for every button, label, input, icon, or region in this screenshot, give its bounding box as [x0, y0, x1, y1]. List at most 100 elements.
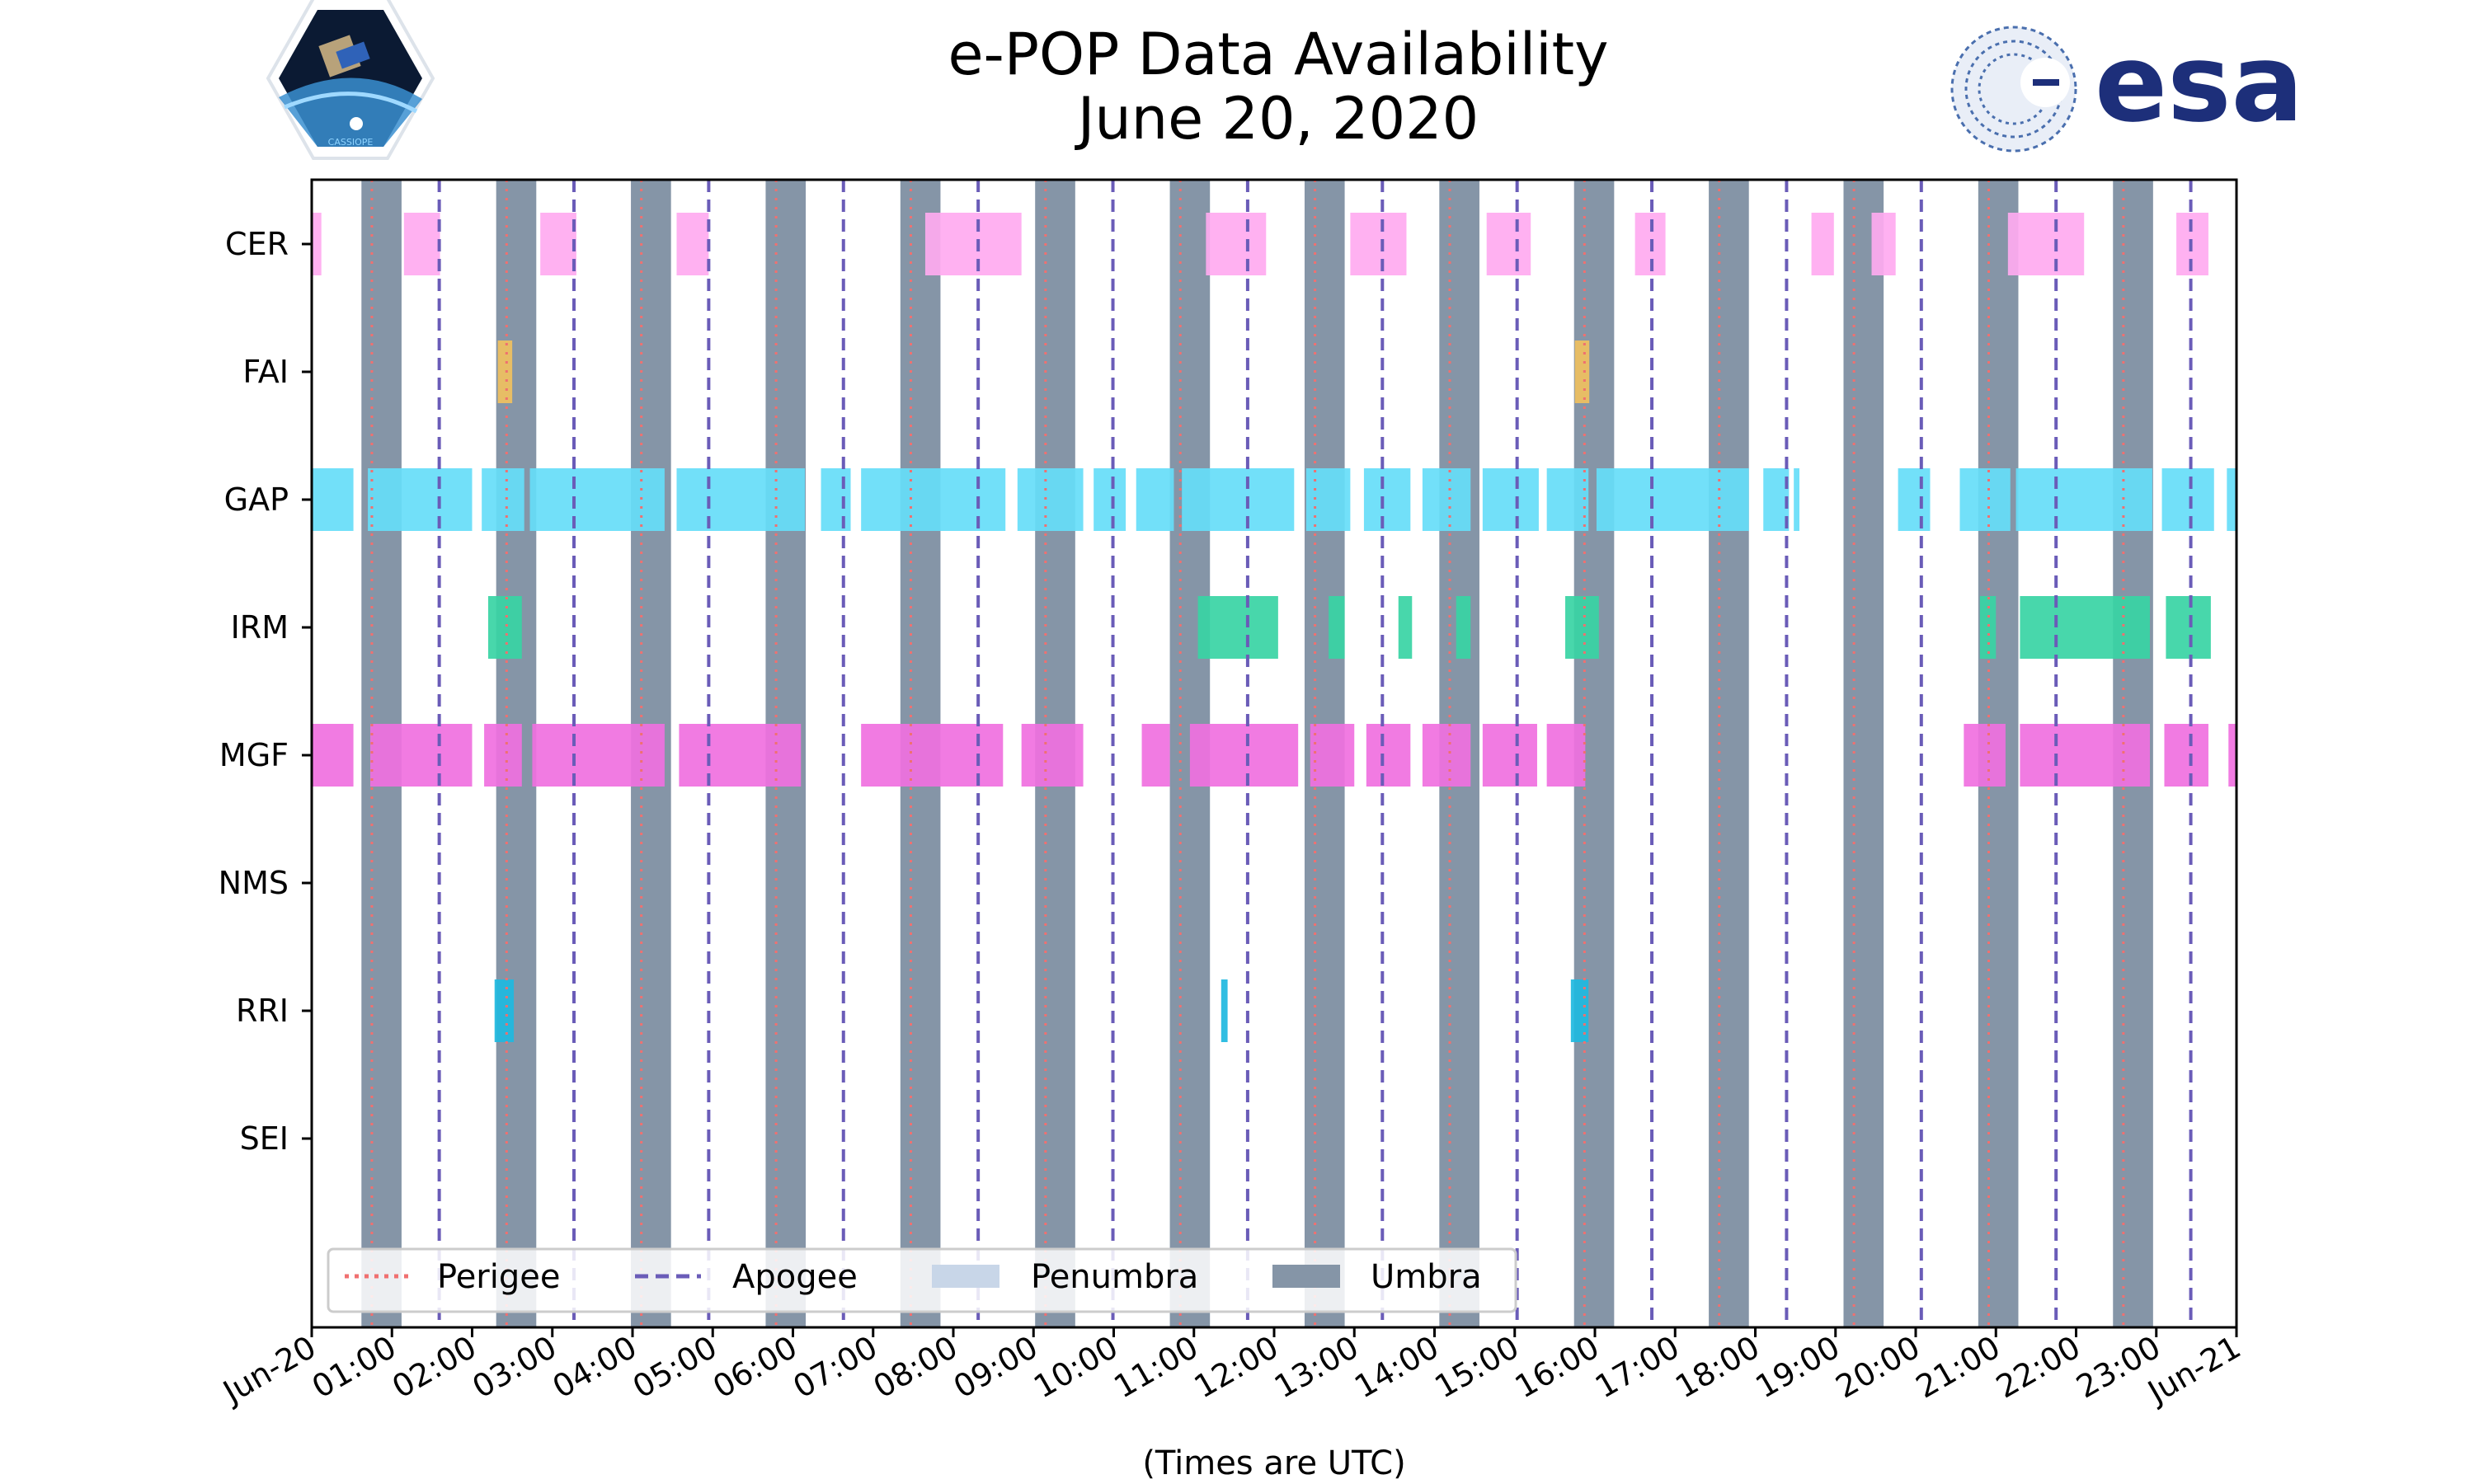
- bar-fai-0: [497, 340, 513, 403]
- bar-cer-7: [1486, 213, 1531, 275]
- bar-mgf-10: [1366, 724, 1411, 787]
- x-tick-label-3: 03:00: [466, 1329, 562, 1406]
- bar-cer-1: [403, 213, 440, 275]
- chart-title: e-POP Data Availability: [948, 21, 1608, 88]
- x-tick-label-24: Jun-21: [2141, 1329, 2247, 1411]
- bar-mgf-16: [2164, 724, 2208, 787]
- legend-penumbra-label: Penumbra: [1031, 1258, 1198, 1296]
- x-tick-label-15: 15:00: [1428, 1329, 1525, 1406]
- bar-mgf-12: [1482, 724, 1537, 787]
- x-tick-label-4: 04:00: [547, 1329, 643, 1406]
- y-axis: CER FAI GAP IRM MGF NMS RRI SEI: [219, 226, 312, 1157]
- legend-umbra-label: Umbra: [1371, 1258, 1482, 1296]
- bar-cer-5: [1206, 213, 1267, 275]
- bar-gap-20: [1959, 468, 2011, 531]
- chart-subtitle: June 20, 2020: [1075, 85, 1479, 153]
- bar-gap-5: [821, 468, 851, 531]
- x-tick-label-0: Jun-20: [216, 1329, 322, 1411]
- bar-rri-2: [1570, 979, 1589, 1042]
- bar-cer-3: [676, 213, 709, 275]
- y-tick-label-irm: IRM: [231, 609, 289, 646]
- bar-irm-7: [2020, 596, 2150, 659]
- bar-gap-7: [1017, 468, 1084, 531]
- bar-gap-14: [1482, 468, 1539, 531]
- legend-apogee-label: Apogee: [732, 1258, 858, 1296]
- x-tick-label-19: 19:00: [1749, 1329, 1846, 1406]
- bar-irm-1: [1197, 596, 1278, 659]
- bar-gap-18: [1794, 468, 1799, 531]
- x-tick-label-9: 09:00: [948, 1329, 1044, 1406]
- legend-penumbra-swatch: [932, 1265, 999, 1288]
- x-axis: Jun-2001:0002:0003:0004:0005:0006:0007:0…: [216, 1327, 2247, 1411]
- x-tick-label-7: 07:00: [787, 1329, 883, 1406]
- bar-irm-0: [487, 596, 522, 659]
- bar-gap-3: [529, 468, 665, 531]
- bar-gap-1: [368, 468, 473, 531]
- bar-mgf-9: [1310, 724, 1355, 787]
- bar-gap-0: [312, 468, 354, 531]
- umbra-band-11: [1843, 180, 1884, 1327]
- bar-cer-11: [2007, 213, 2085, 275]
- x-tick-label-21: 21:00: [1910, 1329, 2006, 1406]
- bar-mgf-3: [532, 724, 665, 787]
- x-tick-label-17: 17:00: [1589, 1329, 1686, 1406]
- bar-mgf-4: [679, 724, 802, 787]
- bar-mgf-5: [861, 724, 1004, 787]
- bar-cer-10: [1871, 213, 1896, 275]
- bar-gap-2: [482, 468, 524, 531]
- bar-irm-3: [1398, 596, 1413, 659]
- bar-mgf-17: [2228, 724, 2236, 787]
- bar-cer-2: [540, 213, 576, 275]
- bar-gap-4: [676, 468, 806, 531]
- bar-mgf-14: [1964, 724, 2006, 787]
- bar-gap-6: [861, 468, 1006, 531]
- bar-rri-0: [494, 979, 515, 1042]
- x-tick-label-16: 16:00: [1509, 1329, 1606, 1406]
- x-tick-label-10: 10:00: [1028, 1329, 1124, 1406]
- x-tick-label-1: 01:00: [306, 1329, 402, 1406]
- bar-irm-4: [1456, 596, 1471, 659]
- bar-mgf-1: [369, 724, 473, 787]
- bar-irm-6: [1979, 596, 1997, 659]
- legend-umbra-swatch: [1272, 1265, 1340, 1288]
- orbit-lines: [370, 180, 2193, 1327]
- x-tick-label-18: 18:00: [1669, 1329, 1766, 1406]
- y-tick-label-mgf: MGF: [219, 737, 289, 773]
- y-tick-label-nms: NMS: [219, 865, 289, 901]
- bar-gap-11: [1305, 468, 1351, 531]
- x-tick-label-11: 11:00: [1108, 1329, 1204, 1406]
- cassiope-logo-text: CASSIOPE: [328, 137, 374, 148]
- bar-mgf-8: [1189, 724, 1299, 787]
- bar-irm-2: [1329, 596, 1345, 659]
- bar-cer-6: [1350, 213, 1407, 275]
- bar-gap-21: [2015, 468, 2152, 531]
- bar-gap-12: [1363, 468, 1411, 531]
- bar-rri-1: [1221, 979, 1228, 1042]
- x-tick-label-20: 20:00: [1830, 1329, 1926, 1406]
- x-tick-label-6: 06:00: [707, 1329, 803, 1406]
- bar-cer-4: [924, 213, 1022, 275]
- y-tick-label-cer: CER: [225, 226, 289, 262]
- x-tick-label-2: 02:00: [386, 1329, 482, 1406]
- bar-gap-10: [1182, 468, 1295, 531]
- esa-logo: esa: [1950, 21, 2303, 153]
- bar-gap-8: [1094, 468, 1126, 531]
- bar-mgf-7: [1141, 724, 1170, 787]
- legend-box: [327, 1247, 1517, 1313]
- bar-gap-13: [1422, 468, 1471, 531]
- esa-logo-text: esa: [2095, 21, 2303, 146]
- bar-mgf-2: [484, 724, 522, 787]
- x-tick-label-12: 12:00: [1188, 1329, 1285, 1406]
- bar-mgf-13: [1546, 724, 1586, 787]
- x-tick-label-22: 22:00: [1990, 1329, 2086, 1406]
- bar-gap-23: [2227, 468, 2236, 531]
- bar-cer-0: [312, 213, 322, 275]
- bar-mgf-15: [2020, 724, 2150, 787]
- bar-mgf-0: [312, 724, 354, 787]
- x-tick-label-14: 14:00: [1348, 1329, 1445, 1406]
- x-tick-label-8: 08:00: [868, 1329, 964, 1406]
- y-tick-label-sei: SEI: [240, 1120, 289, 1157]
- bar-cer-9: [1811, 213, 1834, 275]
- umbra-band-10: [1709, 180, 1749, 1327]
